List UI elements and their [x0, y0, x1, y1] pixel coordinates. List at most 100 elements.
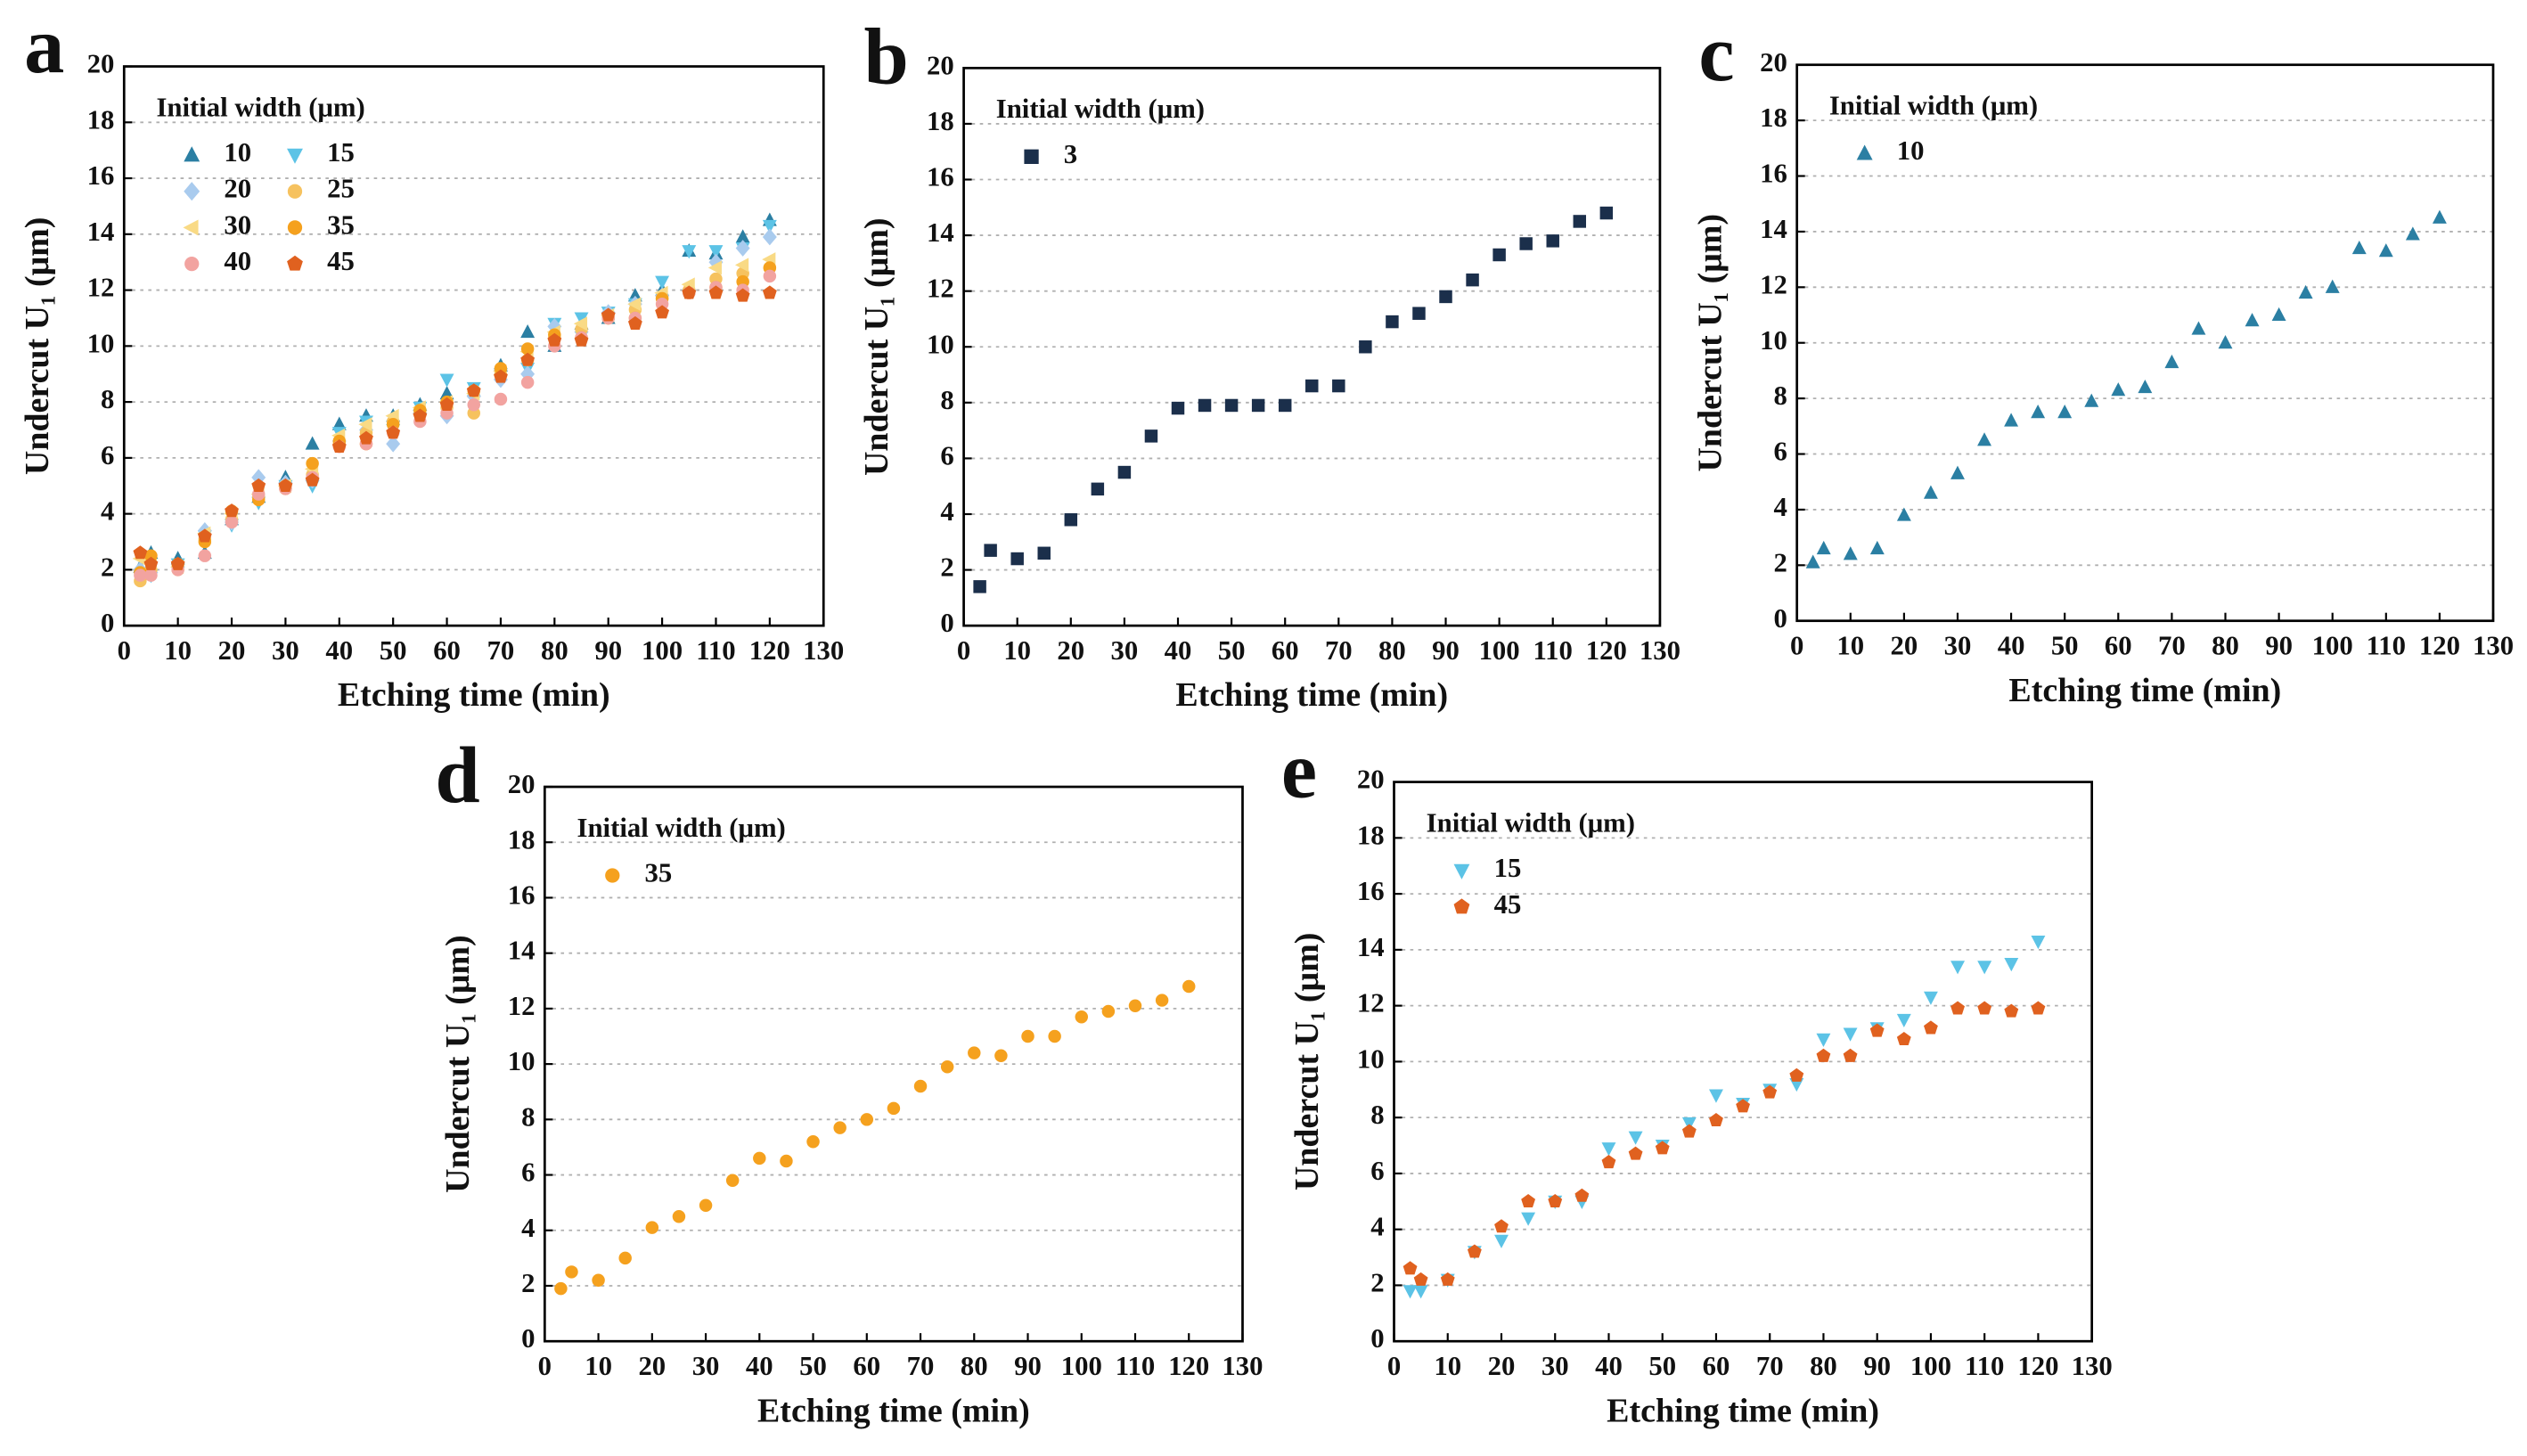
data-point — [1548, 1193, 1563, 1208]
y-axis-title: Undercut U₁ (μm) — [19, 217, 56, 476]
y-tick-label: 2 — [1773, 547, 1787, 577]
data-point — [1574, 1188, 1590, 1202]
data-point — [1805, 554, 1820, 568]
y-tick-label: 18 — [508, 824, 536, 855]
data-point — [1977, 432, 1991, 446]
x-tick-label: 20 — [1891, 631, 1918, 661]
data-point — [1923, 991, 1938, 1005]
data-point — [278, 478, 293, 492]
x-tick-label: 40 — [1165, 635, 1192, 666]
y-tick-label: 2 — [1370, 1267, 1384, 1297]
x-tick-label: 130 — [1222, 1351, 1263, 1381]
x-tick-label: 50 — [380, 635, 407, 666]
data-point — [1278, 398, 1292, 413]
data-point — [1816, 1033, 1831, 1047]
legend-label: 45 — [1494, 889, 1522, 920]
legend-label: 35 — [327, 209, 355, 240]
data-point — [1628, 1146, 1643, 1160]
x-tick-label: 130 — [1640, 635, 1681, 666]
x-axis-title: Etching time (min) — [2008, 672, 2281, 709]
data-point — [1896, 1031, 1911, 1046]
y-tick-label: 12 — [508, 991, 536, 1021]
data-point — [1601, 1142, 1616, 1157]
y-tick-label: 10 — [1357, 1043, 1385, 1074]
data-point — [466, 383, 481, 397]
plot-frame — [1795, 63, 2495, 623]
data-point — [725, 1174, 740, 1188]
data-point — [2351, 240, 2367, 255]
y-tick-label: 6 — [521, 1157, 535, 1188]
y-axis-title: Undercut U₁ (μm) — [1288, 933, 1326, 1191]
data-point — [305, 436, 320, 450]
data-point — [1224, 398, 1239, 413]
data-point — [1843, 546, 1858, 560]
data-point — [1519, 237, 1533, 250]
x-tick-label: 20 — [638, 1351, 666, 1381]
x-tick-label: 60 — [1703, 1351, 1730, 1381]
legend-label: 15 — [327, 137, 355, 168]
x-tick-label: 100 — [1479, 635, 1520, 666]
x-tick-label: 130 — [803, 635, 844, 666]
y-tick-label: 4 — [940, 496, 953, 527]
y-tick-label: 0 — [1773, 603, 1787, 634]
y-tick-label: 18 — [1760, 102, 1787, 133]
y-tick-label: 12 — [927, 274, 954, 304]
data-point — [994, 1049, 1008, 1063]
data-point — [2191, 321, 2206, 335]
data-point — [494, 392, 508, 406]
data-point — [2325, 279, 2340, 293]
data-point — [968, 1046, 981, 1059]
data-point — [197, 528, 212, 543]
y-tick-label: 4 — [1773, 492, 1787, 522]
data-point — [1601, 1155, 1616, 1169]
x-axis-title: Etching time (min) — [338, 676, 610, 714]
x-tick-label: 100 — [642, 635, 683, 666]
data-point — [143, 556, 159, 570]
data-point — [547, 332, 562, 347]
data-point — [682, 245, 697, 259]
data-point — [735, 229, 750, 243]
legend-marker — [1856, 144, 1873, 160]
data-point — [984, 544, 997, 557]
data-point — [1924, 1020, 1938, 1035]
y-tick-label: 0 — [101, 608, 114, 638]
panel-letter: e — [1281, 725, 1317, 815]
data-point — [833, 1121, 846, 1134]
y-tick-label: 2 — [940, 552, 953, 583]
x-tick-label: 90 — [1863, 1351, 1891, 1381]
data-point — [2405, 226, 2420, 241]
legend-marker — [1024, 149, 1039, 164]
data-point — [413, 408, 428, 422]
data-point — [1816, 1048, 1831, 1062]
data-point — [2298, 284, 2313, 299]
data-point — [494, 369, 508, 383]
y-tick-label: 14 — [1357, 932, 1385, 962]
legend-label: 3 — [1064, 139, 1077, 169]
data-point — [133, 545, 148, 560]
plot-frame — [122, 65, 825, 627]
data-point — [1950, 961, 1966, 975]
x-tick-label: 80 — [961, 1351, 988, 1381]
data-point — [225, 503, 239, 518]
data-point — [1101, 1004, 1116, 1018]
legend-title: Initial width (μm) — [577, 813, 786, 843]
data-point — [134, 568, 147, 582]
data-point — [1521, 1212, 1536, 1226]
data-point — [1403, 1285, 1418, 1299]
legend-marker — [287, 220, 303, 235]
data-point — [860, 1113, 874, 1126]
data-point — [565, 1265, 578, 1279]
data-point — [2031, 935, 2046, 950]
x-tick-label: 130 — [2473, 631, 2514, 661]
data-point — [763, 269, 777, 283]
data-point — [762, 228, 777, 246]
x-tick-label: 0 — [1387, 1351, 1401, 1381]
x-tick-label: 110 — [1116, 1351, 1155, 1381]
data-point — [780, 1154, 793, 1168]
data-point — [1075, 1010, 1088, 1024]
x-tick-label: 120 — [1586, 635, 1627, 666]
data-point — [251, 478, 266, 492]
data-point — [1628, 1131, 1643, 1145]
x-tick-label: 70 — [1756, 1351, 1784, 1381]
x-tick-label: 20 — [218, 635, 246, 666]
